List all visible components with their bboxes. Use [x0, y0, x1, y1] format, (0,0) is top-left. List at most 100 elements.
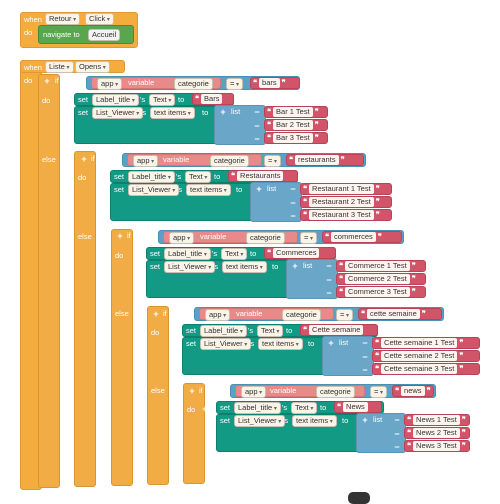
list-component-dropdown-4[interactable]: List_Viewer — [200, 338, 252, 350]
event-dropdown-opens[interactable]: Opens — [75, 61, 110, 73]
list-item-3-3[interactable]: ❝ Commerce 3 Test ❞ — [336, 286, 426, 298]
make-list-block-3[interactable] — [286, 259, 338, 299]
variable-name-1[interactable]: categorie — [174, 78, 213, 90]
make-list-block-4[interactable] — [322, 336, 374, 376]
list-item-2-3[interactable]: ❝ Restaurant 3 Test ❞ — [300, 209, 392, 221]
mutator-plus-icon-5b[interactable]: + — [202, 404, 208, 414]
mutator-minus-icon-3[interactable]: − — [136, 308, 142, 318]
string-block-title-5[interactable]: ❝ News — [334, 401, 382, 413]
list-minus-icon-5a[interactable]: − — [394, 415, 400, 425]
list-item-1-1[interactable]: ❝ Bar 1 Test ❞ — [264, 106, 328, 118]
equals-dropdown-5[interactable]: = — [370, 386, 388, 398]
app-scope-dropdown-2[interactable]: app — [133, 155, 159, 167]
make-list-block-1[interactable] — [214, 105, 266, 145]
mutator-plus-icon-5[interactable]: + — [189, 386, 195, 396]
list-component-dropdown-5[interactable]: List_Viewer — [234, 415, 286, 427]
label-component-dropdown-5[interactable]: Label_title — [234, 402, 281, 414]
list-item-4-2[interactable]: ❝ Cette semaine 2 Test ❞ — [372, 350, 480, 362]
app-scope-dropdown-1[interactable]: app — [97, 78, 123, 90]
property-dropdown-1[interactable]: Text — [149, 94, 176, 106]
app-scope-dropdown-5[interactable]: app — [241, 386, 267, 398]
mutator-plus-icon-1[interactable]: + — [44, 76, 50, 86]
property-dropdown-5[interactable]: Text — [291, 402, 318, 414]
property-dropdown-4b[interactable]: text items — [258, 338, 303, 350]
make-list-block-2[interactable] — [250, 182, 302, 222]
list-minus-icon-4a[interactable]: − — [362, 338, 368, 348]
component-dropdown-liste[interactable]: Liste — [45, 61, 74, 73]
property-dropdown-2b[interactable]: text items — [186, 184, 231, 196]
list-component-dropdown-2[interactable]: List_Viewer — [128, 184, 180, 196]
property-dropdown-3[interactable]: Text — [221, 248, 248, 260]
string-block-compare-3[interactable]: ❝ commerces ❞ — [322, 231, 402, 243]
list-minus-icon-5c[interactable]: − — [394, 442, 400, 452]
mutator-minus-icon-1[interactable]: − — [63, 154, 69, 164]
variable-name-2[interactable]: categorie — [210, 155, 249, 167]
mutator-plus-icon-4[interactable]: + — [153, 309, 159, 319]
label-component-dropdown-3[interactable]: Label_title — [164, 248, 211, 260]
string-block-compare-2[interactable]: ❝ restaurants ❞ — [286, 154, 364, 166]
list-component-dropdown-1[interactable]: List_Viewer — [92, 107, 144, 119]
make-list-block-5[interactable] — [356, 413, 406, 453]
label-component-dropdown-4[interactable]: Label_title — [200, 325, 247, 337]
property-dropdown-3b[interactable]: text items — [222, 261, 267, 273]
list-minus-icon-1c[interactable]: − — [254, 134, 260, 144]
app-scope-dropdown-3[interactable]: app — [169, 232, 195, 244]
list-minus-icon-2b[interactable]: − — [290, 198, 296, 208]
list-minus-icon-2c[interactable]: − — [290, 211, 296, 221]
equals-dropdown-1[interactable]: = — [226, 78, 244, 90]
if-block-5[interactable] — [183, 383, 205, 484]
equals-dropdown-3[interactable]: = — [300, 232, 318, 244]
mutator-plus-icon-3[interactable]: + — [117, 231, 123, 241]
mutator-plus-icon-2[interactable]: + — [81, 154, 87, 164]
list-item-1-2[interactable]: ❝ Bar 2 Test ❞ — [264, 119, 328, 131]
list-item-4-1[interactable]: ❝ Cette semaine 1 Test ❞ — [372, 337, 480, 349]
list-mutator-icon-4[interactable]: + — [328, 338, 334, 348]
list-minus-icon-1b[interactable]: − — [254, 121, 260, 131]
string-block-compare-5[interactable]: ❝ news ❞ — [392, 385, 434, 397]
list-item-1-3[interactable]: ❝ Bar 3 Test ❞ — [264, 132, 328, 144]
list-mutator-icon-2[interactable]: + — [256, 184, 262, 194]
list-mutator-icon-3[interactable]: + — [292, 261, 298, 271]
list-component-dropdown-3[interactable]: List_Viewer — [164, 261, 216, 273]
variable-name-5[interactable]: categorie — [316, 386, 355, 398]
equals-dropdown-4[interactable]: = — [336, 309, 354, 321]
if-block-2[interactable] — [74, 151, 96, 487]
equals-dropdown-2[interactable]: = — [264, 155, 282, 167]
app-scope-dropdown-4[interactable]: app — [205, 309, 231, 321]
if-block-4[interactable] — [147, 306, 169, 485]
list-minus-icon-3b[interactable]: − — [326, 275, 332, 285]
property-dropdown-1b[interactable]: text items — [150, 107, 195, 119]
event-dropdown-click[interactable]: Click — [85, 13, 114, 25]
list-item-2-1[interactable]: ❝ Restaurant 1 Test ❞ — [300, 183, 392, 195]
list-minus-icon-2a[interactable]: − — [290, 184, 296, 194]
string-block-title-4[interactable]: ❝ Cette semaine — [300, 324, 378, 336]
property-dropdown-4[interactable]: Text — [257, 325, 284, 337]
mutator-minus-icon-4[interactable]: − — [172, 385, 178, 395]
list-mutator-icon-1[interactable]: + — [220, 107, 226, 117]
component-dropdown-retour[interactable]: Retour — [45, 13, 81, 25]
string-block-title-3[interactable]: ❝ Commerces — [264, 247, 336, 259]
list-item-3-2[interactable]: ❝ Commerce 2 Test ❞ — [336, 273, 426, 285]
scroll-handle[interactable] — [348, 492, 370, 504]
string-block-title-2[interactable]: ❝ Restaurants — [228, 170, 298, 182]
string-block-title-1[interactable]: ❝ Bars — [192, 93, 234, 105]
list-item-2-2[interactable]: ❝ Restaurant 2 Test ❞ — [300, 196, 392, 208]
list-item-5-1[interactable]: ❝ News 1 Test ❞ — [404, 414, 470, 426]
list-minus-icon-5b[interactable]: − — [394, 429, 400, 439]
property-dropdown-5b[interactable]: text items — [292, 415, 337, 427]
string-block-compare-4[interactable]: ❝ cette semaine ❞ — [358, 308, 442, 320]
list-minus-icon-4b[interactable]: − — [362, 352, 368, 362]
if-block-1[interactable] — [38, 74, 60, 488]
variable-name-3[interactable]: categorie — [246, 232, 285, 244]
string-block-compare-1[interactable]: ❝ bars ❞ — [250, 77, 300, 89]
variable-name-4[interactable]: categorie — [282, 309, 321, 321]
screen-name-field[interactable]: Accueil — [88, 29, 121, 41]
list-minus-icon-3c[interactable]: − — [326, 288, 332, 298]
if-block-3[interactable] — [111, 229, 133, 486]
label-component-dropdown-2[interactable]: Label_title — [128, 171, 175, 183]
mutator-minus-icon-2[interactable]: − — [100, 231, 106, 241]
list-item-5-3[interactable]: ❝ News 3 Test ❞ — [404, 440, 470, 452]
property-dropdown-2[interactable]: Text — [185, 171, 212, 183]
list-item-4-3[interactable]: ❝ Cette semaine 3 Test ❞ — [372, 363, 480, 375]
list-item-3-1[interactable]: ❝ Commerce 1 Test ❞ — [336, 260, 426, 272]
